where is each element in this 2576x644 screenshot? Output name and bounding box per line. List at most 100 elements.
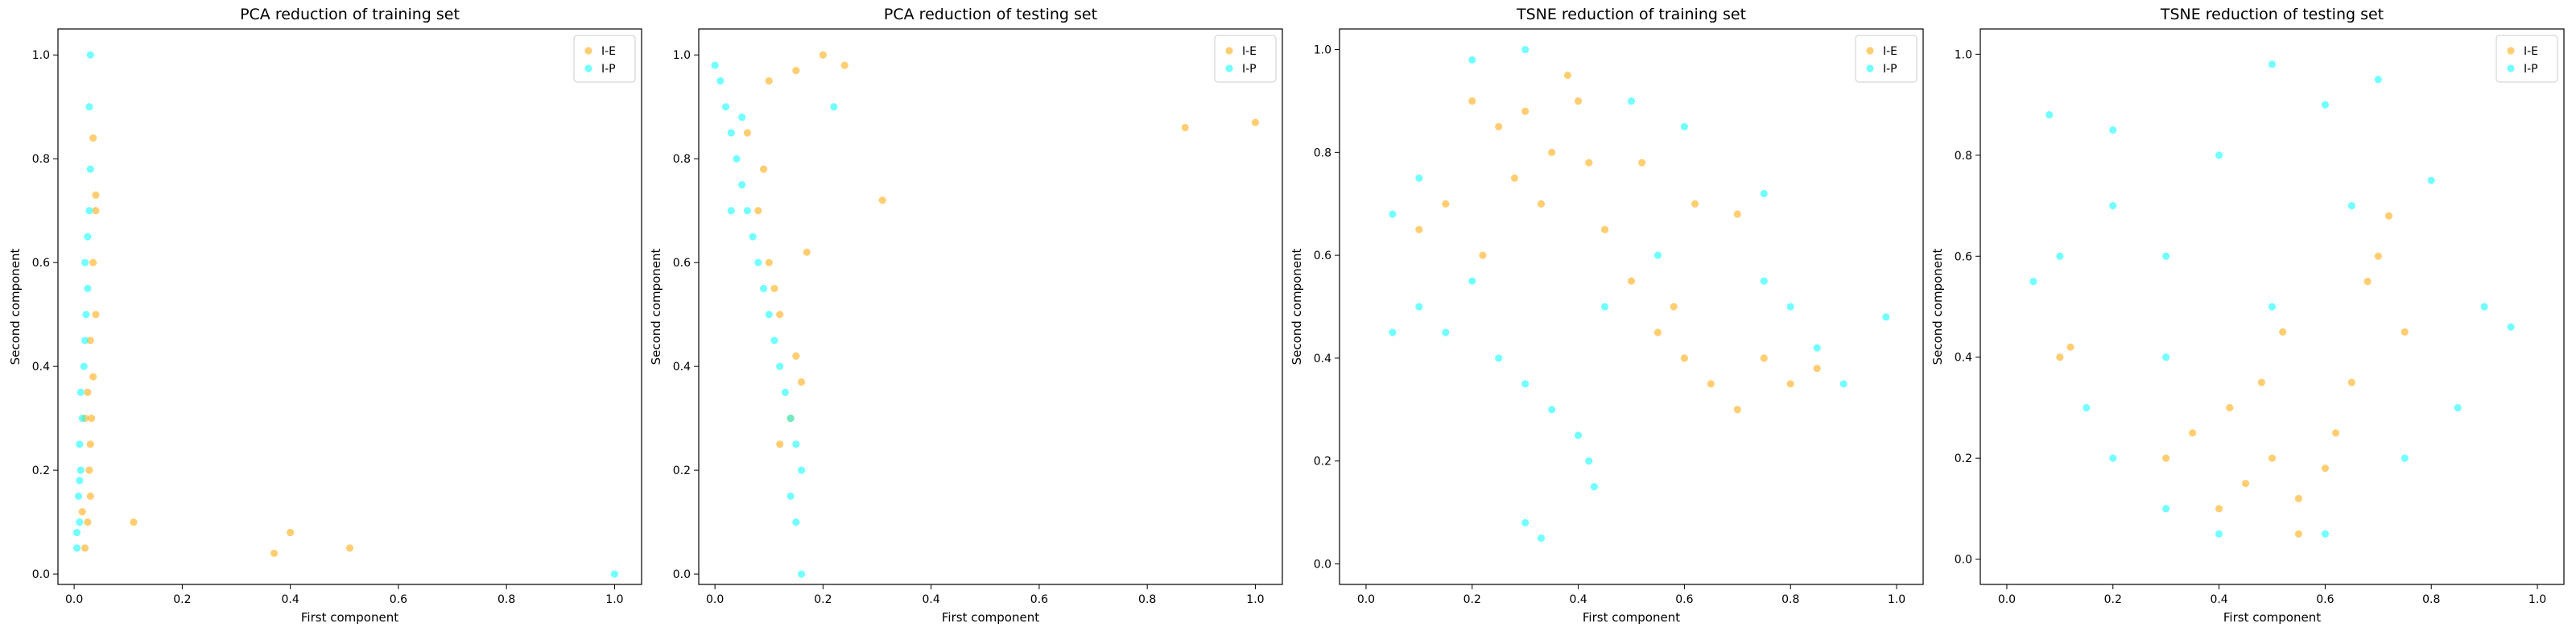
y-tick-label: 0.2: [673, 464, 691, 477]
data-point: [803, 248, 811, 256]
data-point: [2401, 454, 2409, 462]
legend-label: I-P: [2524, 63, 2538, 76]
series-I-E: [1415, 71, 1821, 414]
y-tick-label: 0.0: [1955, 554, 1972, 567]
data-point: [716, 76, 724, 85]
series-I-P: [72, 51, 619, 578]
data-point: [738, 114, 746, 122]
data-point: [776, 311, 784, 319]
data-point: [765, 311, 773, 319]
legend: I-E I-P: [573, 35, 636, 83]
x-tick-label: 1.0: [1246, 593, 1264, 606]
axes-frame: [57, 28, 642, 585]
x-tick-label: 0.4: [282, 593, 299, 606]
x-tick-label: 0.8: [2422, 593, 2440, 606]
data-point: [85, 207, 93, 215]
data-point: [80, 258, 89, 266]
legend-label: I-P: [1242, 63, 1257, 76]
chart-title: PCA reduction of testing set: [884, 6, 1097, 23]
data-point: [759, 284, 768, 293]
data-point: [2268, 454, 2277, 462]
y-axis-label: Second component: [8, 248, 23, 365]
data-point: [2321, 530, 2330, 538]
data-point: [1548, 148, 1556, 156]
data-point: [2066, 343, 2074, 351]
x-axis-label: First component: [942, 610, 1039, 625]
data-point: [1600, 303, 1609, 311]
x-tick-label: 0.2: [814, 593, 832, 606]
chart-title: PCA reduction of training set: [240, 6, 460, 23]
data-point: [1813, 344, 1821, 352]
data-point: [840, 61, 848, 69]
data-point: [2384, 212, 2393, 220]
y-tick-label: 0.2: [1314, 456, 1331, 469]
data-point: [80, 362, 88, 370]
data-point: [727, 129, 735, 137]
legend-marker: [1225, 47, 1233, 55]
data-point: [786, 415, 795, 423]
data-point: [84, 518, 92, 526]
data-point: [1627, 97, 1636, 105]
data-point: [72, 544, 81, 552]
data-point: [2226, 403, 2234, 412]
data-point: [1251, 118, 1260, 126]
data-point: [1495, 122, 1503, 130]
y-axis-label: Second component: [649, 248, 663, 365]
data-point: [610, 570, 619, 578]
data-point: [1468, 97, 1476, 105]
chart-panel-3: TSNE reduction of training set 0.0 0.2 0.4 0…: [1290, 6, 1924, 625]
y-tick-label: 0.4: [1955, 352, 1972, 365]
data-point: [85, 103, 93, 111]
y-tick-label: 0.6: [1955, 250, 1972, 263]
data-point: [2427, 176, 2435, 184]
data-point: [1882, 313, 1890, 321]
y-tick-label: 1.0: [1955, 48, 1972, 61]
data-point: [792, 440, 800, 448]
data-point: [797, 378, 806, 386]
legend-label: I-E: [601, 45, 616, 58]
x-tick-label: 0.6: [1675, 593, 1693, 606]
y-tick-label: 0.2: [32, 464, 50, 477]
data-point: [2507, 323, 2515, 331]
y-axis-label: Second component: [1290, 248, 1304, 365]
axes-frame: [698, 28, 1283, 585]
data-point: [1839, 380, 1847, 388]
y-axis-label: Second component: [1930, 248, 1945, 365]
data-point: [1733, 406, 1741, 414]
series-I-E: [743, 51, 1260, 448]
data-point: [1585, 457, 1593, 465]
data-point: [759, 165, 768, 173]
data-point: [1521, 45, 1530, 54]
x-tick-label: 0.6: [390, 593, 407, 606]
data-point: [1521, 380, 1530, 388]
data-point: [2109, 201, 2117, 210]
data-point: [1600, 225, 1609, 233]
data-point: [89, 258, 97, 266]
data-point: [819, 51, 827, 59]
legend-marker: [584, 47, 592, 55]
data-point: [76, 477, 84, 485]
data-point: [1563, 71, 1572, 80]
x-tick-label: 0.8: [1781, 593, 1799, 606]
data-point: [1653, 251, 1662, 259]
data-point: [1638, 159, 1646, 167]
data-point: [754, 207, 762, 215]
series-I-P: [711, 61, 838, 578]
axes-frame: [1979, 28, 2565, 585]
data-point: [765, 258, 773, 266]
data-point: [2454, 403, 2462, 412]
data-point: [2374, 252, 2382, 260]
data-point: [78, 415, 86, 423]
x-tick-label: 0.0: [65, 593, 83, 606]
y-tick-label: 0.8: [1314, 147, 1331, 159]
data-point: [1548, 406, 1556, 414]
data-point: [80, 336, 89, 345]
data-point: [89, 373, 97, 381]
data-point: [89, 134, 97, 142]
data-point: [1733, 210, 1741, 218]
x-tick-label: 1.0: [605, 593, 623, 606]
data-point: [2215, 151, 2223, 159]
data-point: [727, 207, 735, 215]
data-point: [2056, 252, 2064, 260]
y-tick-label: 1.0: [32, 49, 50, 62]
